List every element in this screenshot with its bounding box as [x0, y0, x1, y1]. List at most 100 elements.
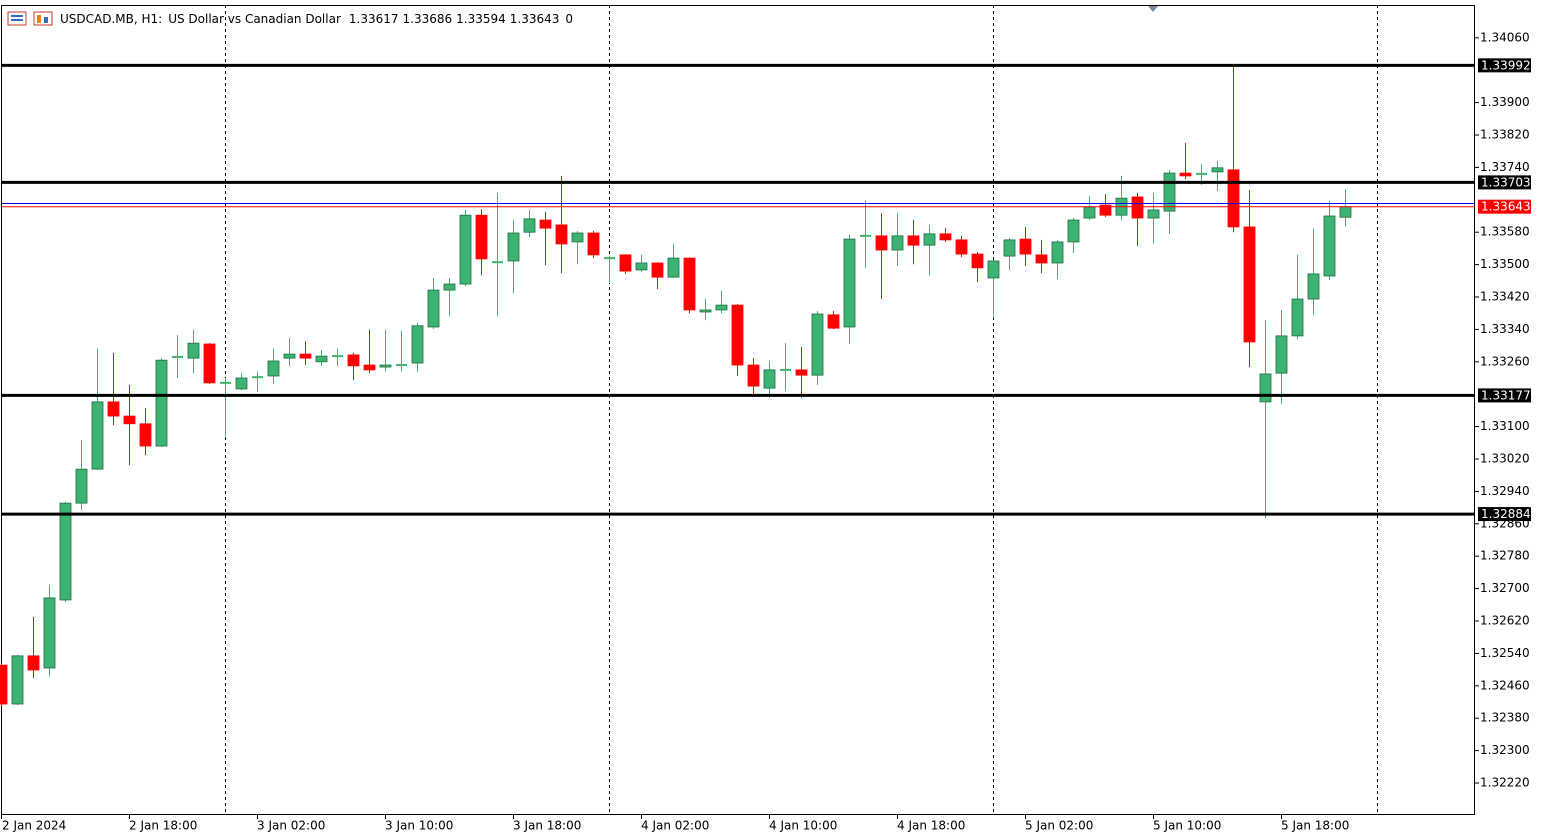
candle-body	[427, 289, 440, 328]
level-label-box	[1478, 58, 1531, 73]
header-close: 1.33643	[510, 12, 560, 26]
candle-body	[347, 354, 360, 367]
candle-body	[1067, 219, 1080, 243]
x-tick-label: 4 Jan 18:00	[897, 819, 965, 833]
y-tick-label: 1.34060	[1480, 30, 1530, 44]
candle-body	[1035, 254, 1048, 264]
candle-body	[1147, 209, 1160, 219]
candle-body	[731, 304, 744, 366]
x-tick-label: 2 Jan 18:00	[129, 819, 197, 833]
y-tick-label: 1.33820	[1480, 128, 1530, 142]
candle-body	[507, 232, 520, 262]
candle-body	[619, 254, 632, 272]
level-label-box	[1478, 388, 1531, 403]
chart-header: USDCAD.MB, H1: US Dollar vs Canadian Doll…	[60, 12, 573, 26]
x-tick-label: 4 Jan 10:00	[769, 819, 837, 833]
candle-body	[27, 655, 40, 671]
bid-label: 1.33643	[1481, 200, 1531, 214]
candle-body	[827, 314, 840, 329]
candle-body	[43, 597, 56, 669]
candles	[0, 66, 1352, 707]
candle-body	[1051, 241, 1064, 264]
candle-body	[1099, 204, 1112, 216]
candle-body	[363, 364, 376, 371]
icon-chart	[33, 11, 53, 26]
candle-body	[235, 377, 248, 390]
header-open: 1.33617	[349, 12, 399, 26]
candle-body	[1339, 206, 1352, 218]
x-tick-label: 3 Jan 18:00	[513, 819, 581, 833]
level-label: 1.33703	[1481, 175, 1531, 189]
header-low: 1.33594	[456, 12, 506, 26]
candle-body	[875, 235, 888, 251]
candle-body	[411, 325, 424, 364]
candle-body	[299, 353, 312, 359]
symbol: USDCAD.MB, H1:	[60, 12, 162, 26]
level-label: 1.33177	[1481, 388, 1531, 402]
candle-body	[987, 260, 1000, 279]
plot-frame	[1, 5, 1475, 815]
y-tick-label: 1.32540	[1480, 646, 1530, 660]
candle-body	[1275, 335, 1288, 374]
candle-body	[555, 224, 568, 245]
candle-body	[571, 232, 584, 243]
candle-body	[1003, 239, 1016, 257]
candle-body	[187, 342, 200, 359]
candle-body	[1259, 373, 1272, 403]
candle-body	[1163, 172, 1176, 212]
candle-body	[891, 235, 904, 251]
candle-body	[1307, 273, 1320, 300]
header-high: 1.33686	[403, 12, 453, 26]
y-tick-label: 1.32460	[1480, 678, 1530, 692]
candle-body	[155, 359, 168, 447]
candle-body	[379, 364, 392, 368]
icon-bar	[37, 15, 41, 23]
x-tick-label: 3 Jan 10:00	[385, 819, 453, 833]
level-label: 1.33992	[1481, 58, 1531, 72]
y-tick-label: 1.32300	[1480, 743, 1530, 757]
candle-body	[667, 257, 680, 278]
candle-body	[203, 343, 216, 384]
candle-body	[1243, 226, 1256, 343]
candle-body	[1291, 298, 1304, 337]
description: US Dollar vs Canadian Dollar	[168, 12, 341, 26]
candle-body	[443, 283, 456, 291]
candle-body	[267, 360, 280, 377]
level-label-box	[1478, 507, 1531, 522]
y-tick-label: 1.33260	[1480, 354, 1530, 368]
candle-body	[1323, 215, 1336, 277]
y-tick-label: 1.32940	[1480, 484, 1530, 498]
x-tick-label: 3 Jan 02:00	[257, 819, 325, 833]
candle-body	[539, 219, 552, 229]
y-tick-label: 1.32220	[1480, 776, 1530, 790]
candle-body	[955, 239, 968, 255]
candle-body	[587, 232, 600, 256]
icon-bar	[44, 17, 48, 23]
candle-body	[907, 235, 920, 246]
candle-body	[699, 309, 712, 313]
candle-body	[971, 253, 984, 269]
candle-body	[123, 415, 136, 425]
icon-list	[7, 11, 27, 26]
y-tick-label: 1.33580	[1480, 225, 1530, 239]
candle-body	[923, 233, 936, 246]
y-tick-label: 1.33900	[1480, 95, 1530, 109]
candle-body	[107, 401, 120, 417]
candle-body	[283, 353, 296, 359]
candle-body	[763, 369, 776, 389]
candle-body	[635, 262, 648, 271]
x-tick-label: 5 Jan 10:00	[1153, 819, 1221, 833]
candle-body	[1019, 238, 1032, 255]
candle-body	[59, 502, 72, 601]
x-tick-label: 5 Jan 02:00	[1025, 819, 1093, 833]
y-tick-label: 1.32620	[1480, 614, 1530, 628]
candle-body	[795, 369, 808, 376]
x-tick-label: 2 Jan 2024	[2, 819, 66, 833]
candle-body	[939, 233, 952, 241]
y-tick-label: 1.33020	[1480, 452, 1530, 466]
candle-body	[0, 664, 8, 705]
candle-body	[811, 313, 824, 376]
